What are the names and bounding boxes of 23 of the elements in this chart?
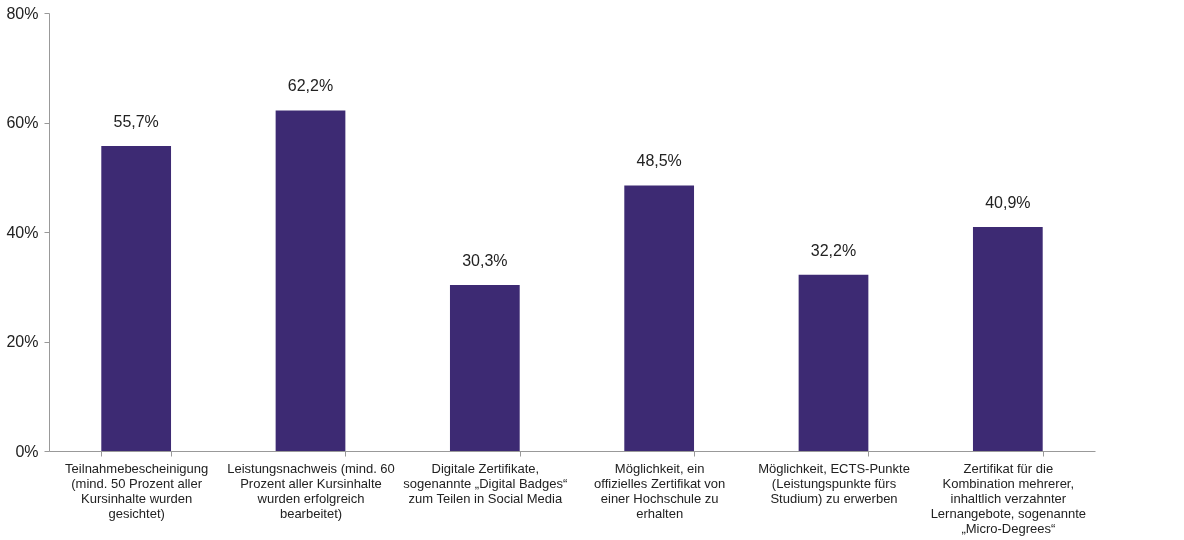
- data-label: 32,2%: [810, 241, 857, 259]
- y-tick-label: 0%: [15, 442, 39, 460]
- bar: [972, 227, 1043, 451]
- y-tick-label: 20%: [6, 333, 39, 350]
- y-tick-label: 40%: [6, 223, 39, 241]
- bar: [798, 274, 869, 451]
- x-tick-label: Zertifikat für die Kombination mehrerer, inhaltlich verzahnter Lernangebote, sogenannte „Micro-Degrees“: [930, 460, 1087, 536]
- x-tick-label: Möglichkeit, ein offizielles Zertifikat von einer Hochschule zu erhalten: [594, 460, 726, 521]
- bar: [101, 146, 172, 451]
- x-tick-label: Leistungsnachweis (mind. 60 Prozent aller Kursinhalte wurden erfolgreich bearbeitet): [227, 460, 395, 521]
- x-tick-label: Digitale Zertifikate, sogenannte „Digital Badges“ zum Teilen in Social Media: [403, 460, 568, 506]
- data-label: 62,2%: [287, 77, 334, 95]
- y-tick-label: 80%: [6, 4, 39, 22]
- data-label: 48,5%: [636, 152, 682, 170]
- bar: [275, 110, 346, 451]
- data-label: 40,9%: [985, 194, 1031, 212]
- data-label: 55,7%: [113, 113, 159, 131]
- x-tick-label: Möglichkeit, ECTS-Punkte (Leistungspunkte fürs Studium) zu erwerben: [758, 460, 910, 506]
- data-label: 30,3%: [462, 252, 508, 270]
- bar: [449, 285, 520, 451]
- y-tick-label: 60%: [6, 114, 39, 131]
- bar: [624, 185, 695, 451]
- x-tick-label: Teilnahmebescheinigung (mind. 50 Prozent aller Kursinhalte wurden gesichtet): [65, 460, 209, 521]
